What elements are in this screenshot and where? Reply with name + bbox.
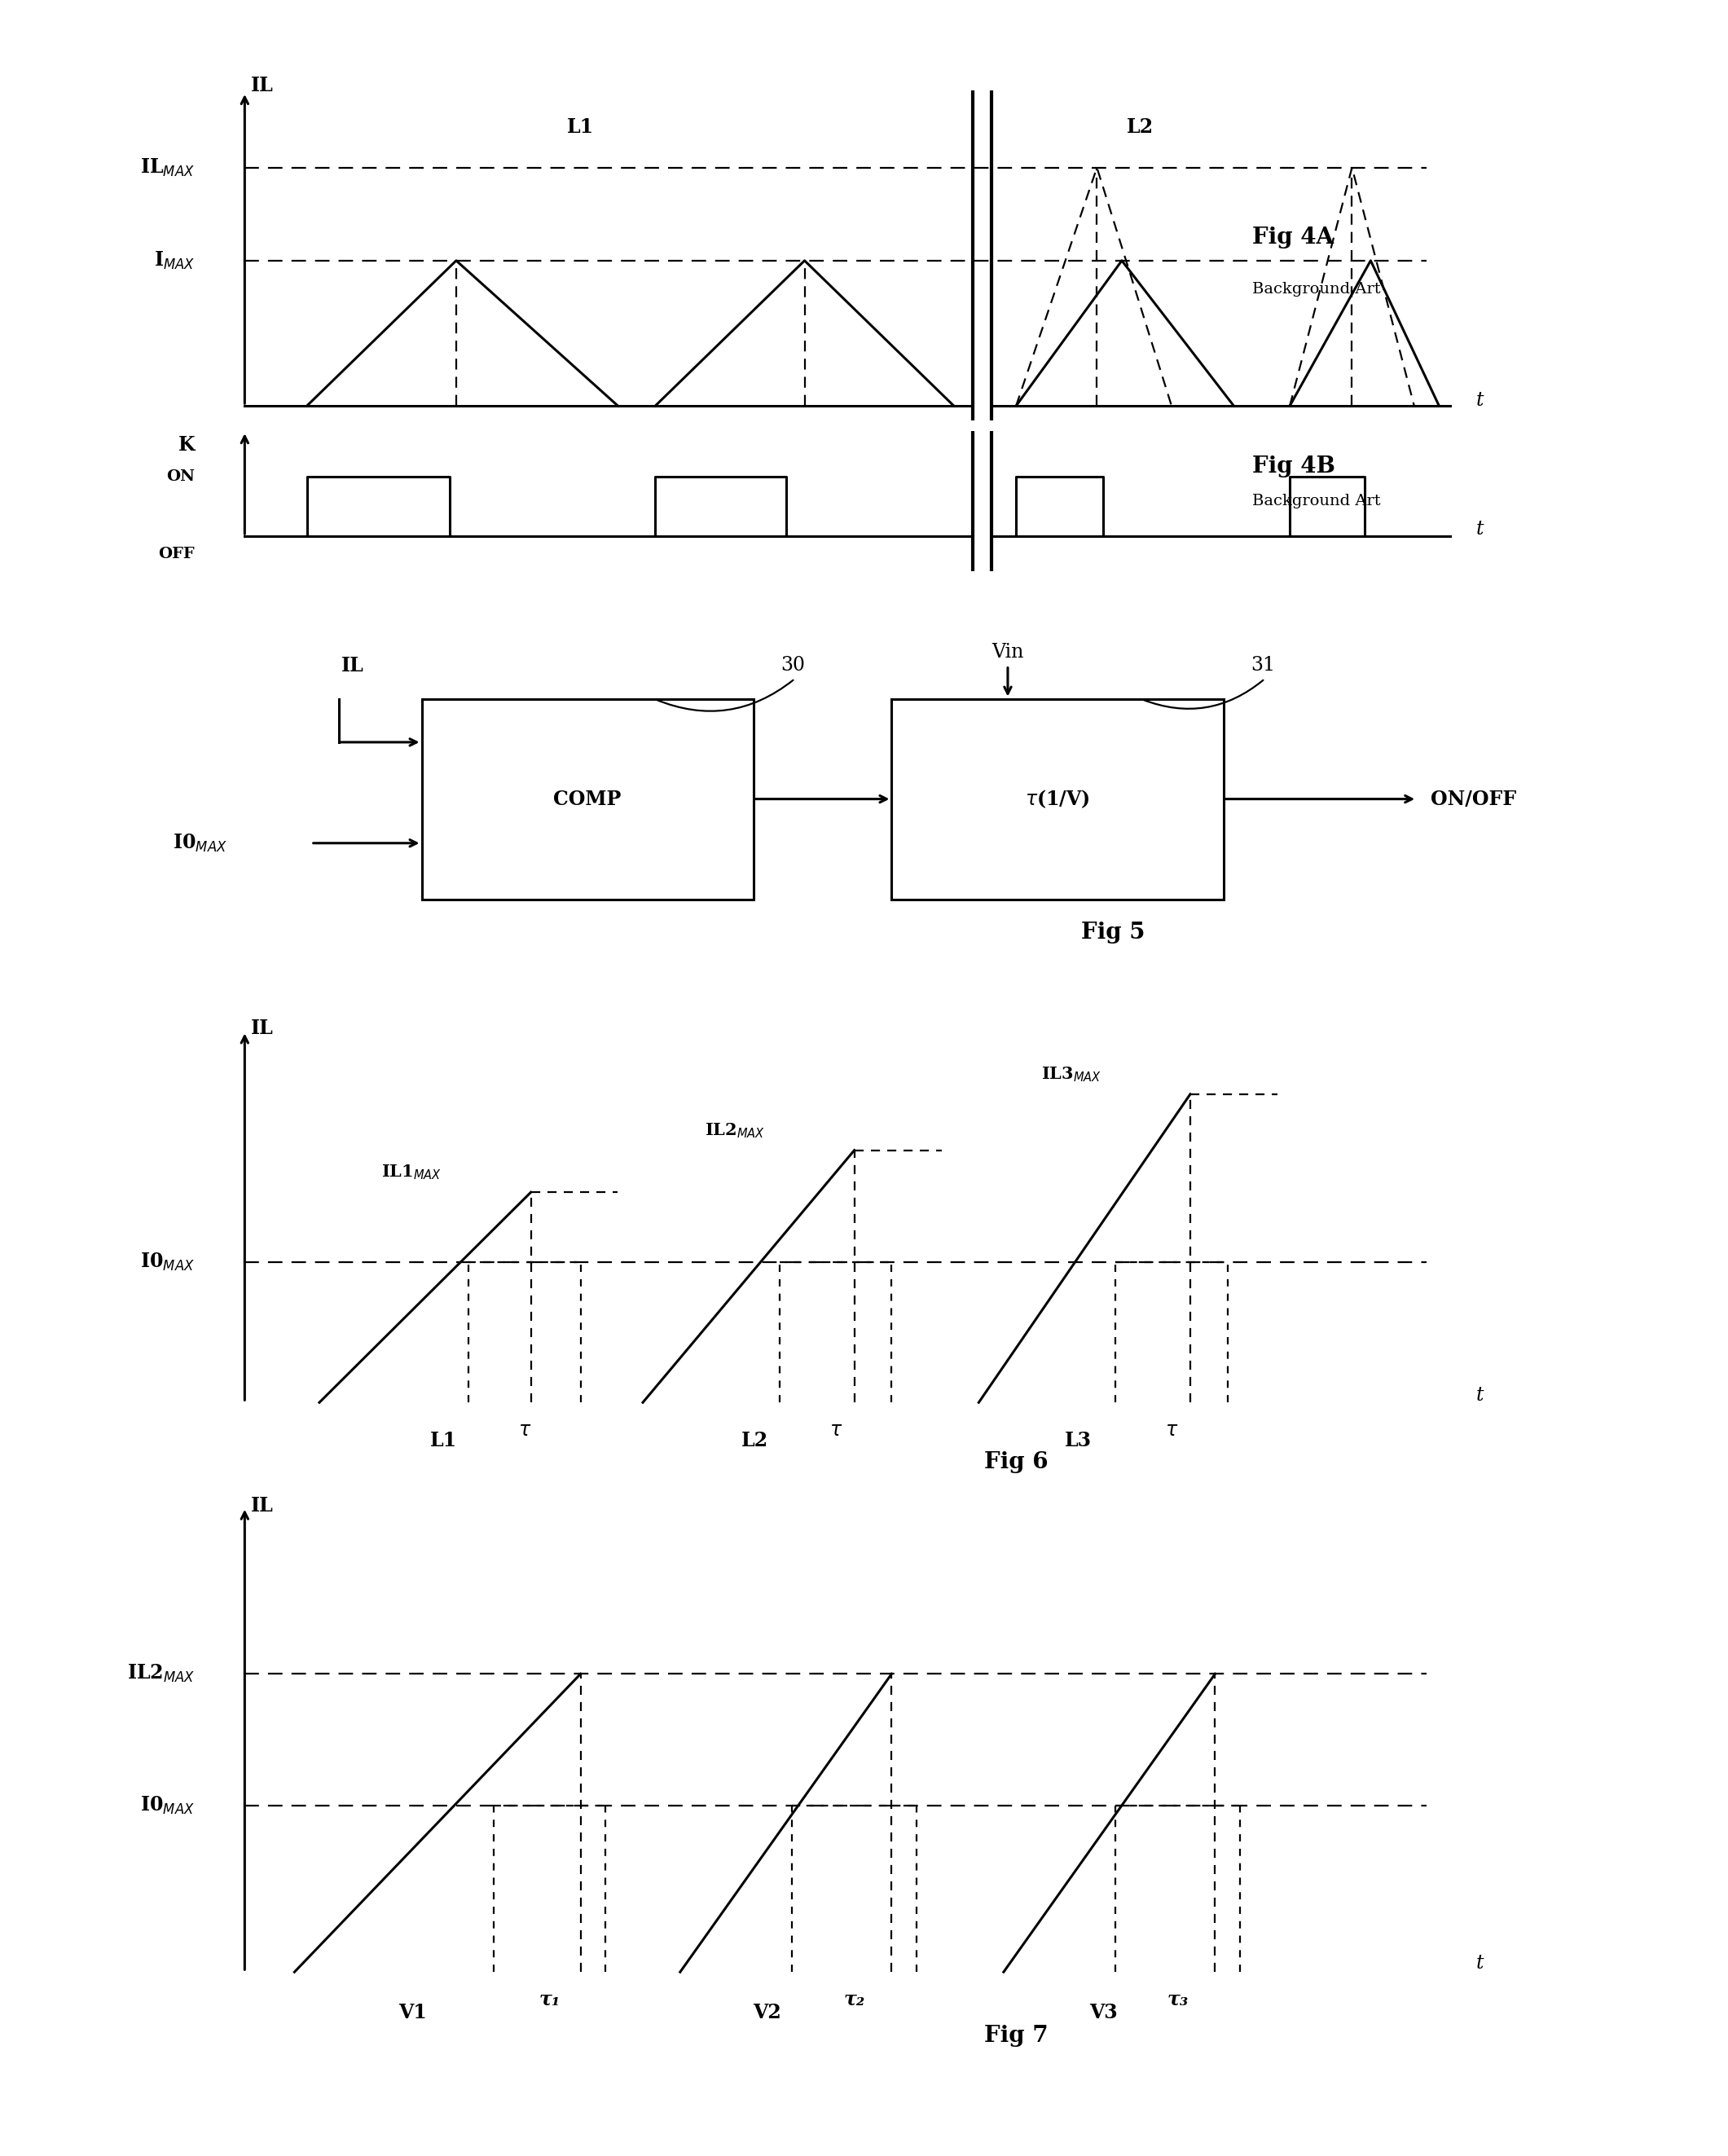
Text: 31: 31 [1251, 655, 1275, 675]
Text: Background Art: Background Art [1253, 494, 1381, 509]
Text: t: t [1476, 1953, 1484, 1973]
Text: OFF: OFF [159, 545, 195, 561]
Text: t: t [1476, 390, 1484, 410]
Text: IL1$_{MAX}$: IL1$_{MAX}$ [382, 1164, 442, 1181]
Text: IL: IL [251, 1018, 273, 1037]
Text: $\tau$: $\tau$ [518, 1421, 530, 1440]
Text: IL$_{MAX}$: IL$_{MAX}$ [140, 157, 195, 179]
Text: L3: L3 [1064, 1432, 1092, 1451]
Text: V1: V1 [399, 2003, 427, 2022]
Text: IL2$_{MAX}$: IL2$_{MAX}$ [705, 1121, 766, 1141]
Text: COMP: COMP [553, 789, 622, 808]
Text: Background Art: Background Art [1253, 282, 1381, 298]
Text: IL: IL [251, 1496, 273, 1516]
Text: IL: IL [340, 655, 365, 675]
Text: t: t [1476, 1386, 1484, 1406]
Text: L1: L1 [430, 1432, 458, 1451]
Text: ON/OFF: ON/OFF [1431, 789, 1517, 808]
Text: L2: L2 [1127, 116, 1154, 136]
Text: $\tau$: $\tau$ [829, 1421, 842, 1440]
Text: Fig 5: Fig 5 [1080, 921, 1146, 944]
Text: I0$_{MAX}$: I0$_{MAX}$ [140, 1253, 195, 1272]
Text: L2: L2 [741, 1432, 769, 1451]
Text: τ₂: τ₂ [843, 1990, 866, 2009]
Text: $\tau$: $\tau$ [1165, 1421, 1178, 1440]
Text: L1: L1 [567, 116, 594, 136]
Text: Vin: Vin [992, 642, 1023, 662]
Text: t: t [1476, 520, 1484, 539]
Text: $\tau$(1/V): $\tau$(1/V) [1025, 789, 1090, 811]
Text: V2: V2 [753, 2003, 781, 2022]
Text: IL3$_{MAX}$: IL3$_{MAX}$ [1040, 1065, 1101, 1084]
Text: V3: V3 [1089, 2003, 1118, 2022]
Text: Fig 4B: Fig 4B [1253, 455, 1336, 476]
Text: Fig 4A: Fig 4A [1253, 226, 1334, 248]
Text: I$_{MAX}$: I$_{MAX}$ [154, 250, 195, 272]
Text: ON: ON [166, 470, 195, 485]
Text: τ₁: τ₁ [539, 1990, 560, 2009]
Text: Fig 6: Fig 6 [983, 1451, 1049, 1473]
FancyBboxPatch shape [422, 699, 753, 899]
Text: τ₃: τ₃ [1166, 1990, 1189, 2009]
Text: IL2$_{MAX}$: IL2$_{MAX}$ [126, 1662, 195, 1684]
Text: I0$_{MAX}$: I0$_{MAX}$ [140, 1794, 195, 1815]
Text: Fig 7: Fig 7 [983, 2024, 1049, 2046]
Text: K: K [178, 436, 195, 455]
FancyBboxPatch shape [892, 699, 1223, 899]
Text: IL: IL [251, 75, 273, 95]
Text: 30: 30 [781, 655, 805, 675]
Text: I0$_{MAX}$: I0$_{MAX}$ [173, 832, 228, 854]
